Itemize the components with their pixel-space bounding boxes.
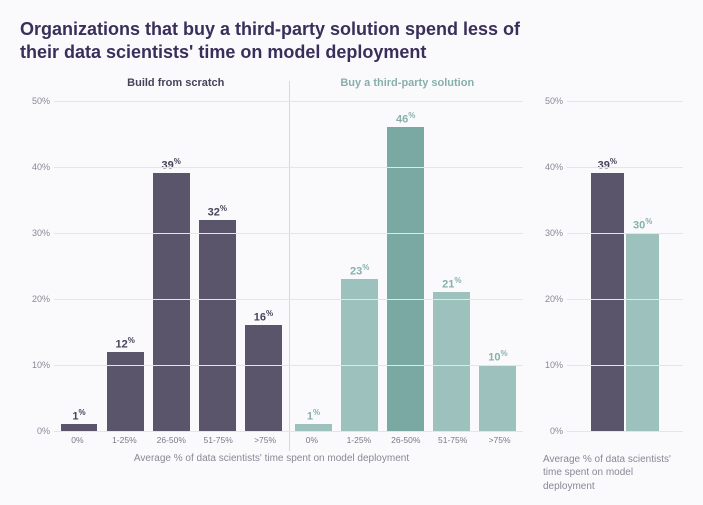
bar-value-label: 46% [396,111,415,126]
bar-value-label: 1% [72,408,85,423]
gridline [54,299,523,300]
bar-value-label: 16% [254,309,273,324]
x-tick-label: >75% [242,435,289,445]
y-tick: 10% [20,360,50,370]
bar: 12% [107,352,144,431]
y-tick: 20% [20,294,50,304]
chart-content: Build from scratch Buy a third-party sol… [20,81,683,494]
bar-value-label: 12% [115,336,134,351]
bar-column: 12% [102,101,148,431]
summary-bar-build: 39% [591,173,624,430]
bars-buy: 1%23%46%21%10% [289,101,524,431]
bar: 1% [295,424,332,431]
bar-column: 16% [240,101,286,431]
y-tick: 0% [533,426,563,436]
y-tick: 30% [20,228,50,238]
bar: 21% [433,292,470,431]
bar: 16% [245,325,282,431]
chart-title: Organizations that buy a third-party sol… [20,18,540,65]
bar: 46% [387,127,424,431]
gridline [54,101,523,102]
bar-value-label: 30% [633,217,652,232]
bar: 23% [341,279,378,431]
gridline [567,365,683,366]
bar-column: 1% [56,101,102,431]
bar-value-label: 1% [307,408,320,423]
bar-column: 10% [475,101,521,431]
bar-value-label: 21% [442,276,461,291]
gridline [567,299,683,300]
bar: 39% [153,173,190,430]
gridline [54,431,523,432]
gridline [54,365,523,366]
y-tick: 20% [533,294,563,304]
gridline [54,233,523,234]
bar-value-label: 10% [488,349,507,364]
subtitle-buy: Buy a third-party solution [292,77,524,89]
bar-value-label: 39% [598,157,617,172]
x-tick-label: 51-75% [195,435,242,445]
side-caption: Average % of data scientists' time spent… [533,453,683,494]
bar-value-label: 32% [208,204,227,219]
main-x-caption: Average % of data scientists' time spent… [20,453,523,464]
gridline [567,167,683,168]
side-plot: 0%10%20%30%40%50% 39%30% [533,101,683,431]
y-tick: 30% [533,228,563,238]
bar: 1% [61,424,98,431]
bar-value-label: 39% [162,157,181,172]
x-tick-label: 1-25% [101,435,148,445]
bar-column: 23% [337,101,383,431]
x-tick-label: 26-50% [382,435,429,445]
summary-bar-buy: 30% [626,233,659,431]
side-bars: 39%30% [567,101,683,431]
y-tick: 0% [20,426,50,436]
x-tick-label: 0% [289,435,336,445]
bar-column: 46% [383,101,429,431]
x-tick-label: 51-75% [429,435,476,445]
gridline [567,101,683,102]
subtitle-build: Build from scratch [60,77,292,89]
y-tick: 40% [20,162,50,172]
bar-column: 39% [148,101,194,431]
gridline [54,167,523,168]
gridline [567,431,683,432]
bar: 10% [479,365,516,431]
y-tick: 50% [533,96,563,106]
main-panel: Build from scratch Buy a third-party sol… [20,81,523,494]
bar-column: 1% [291,101,337,431]
x-tick-label: 26-50% [148,435,195,445]
bar-column: 21% [429,101,475,431]
main-plot: 0%10%20%30%40%50% 1%12%39%32%16% 1%23%46… [20,101,523,431]
x-tick-label: >75% [476,435,523,445]
bar-column: 32% [194,101,240,431]
y-tick: 40% [533,162,563,172]
x-tick-label: 1-25% [335,435,382,445]
y-tick: 50% [20,96,50,106]
bar: 32% [199,220,236,431]
gridline [567,233,683,234]
bars-build: 1%12%39%32%16% [54,101,289,431]
y-tick: 10% [533,360,563,370]
x-tick-label: 0% [54,435,101,445]
side-panel: 0%10%20%30%40%50% 39%30% Average % of da… [533,81,683,494]
bar-value-label: 23% [350,263,369,278]
